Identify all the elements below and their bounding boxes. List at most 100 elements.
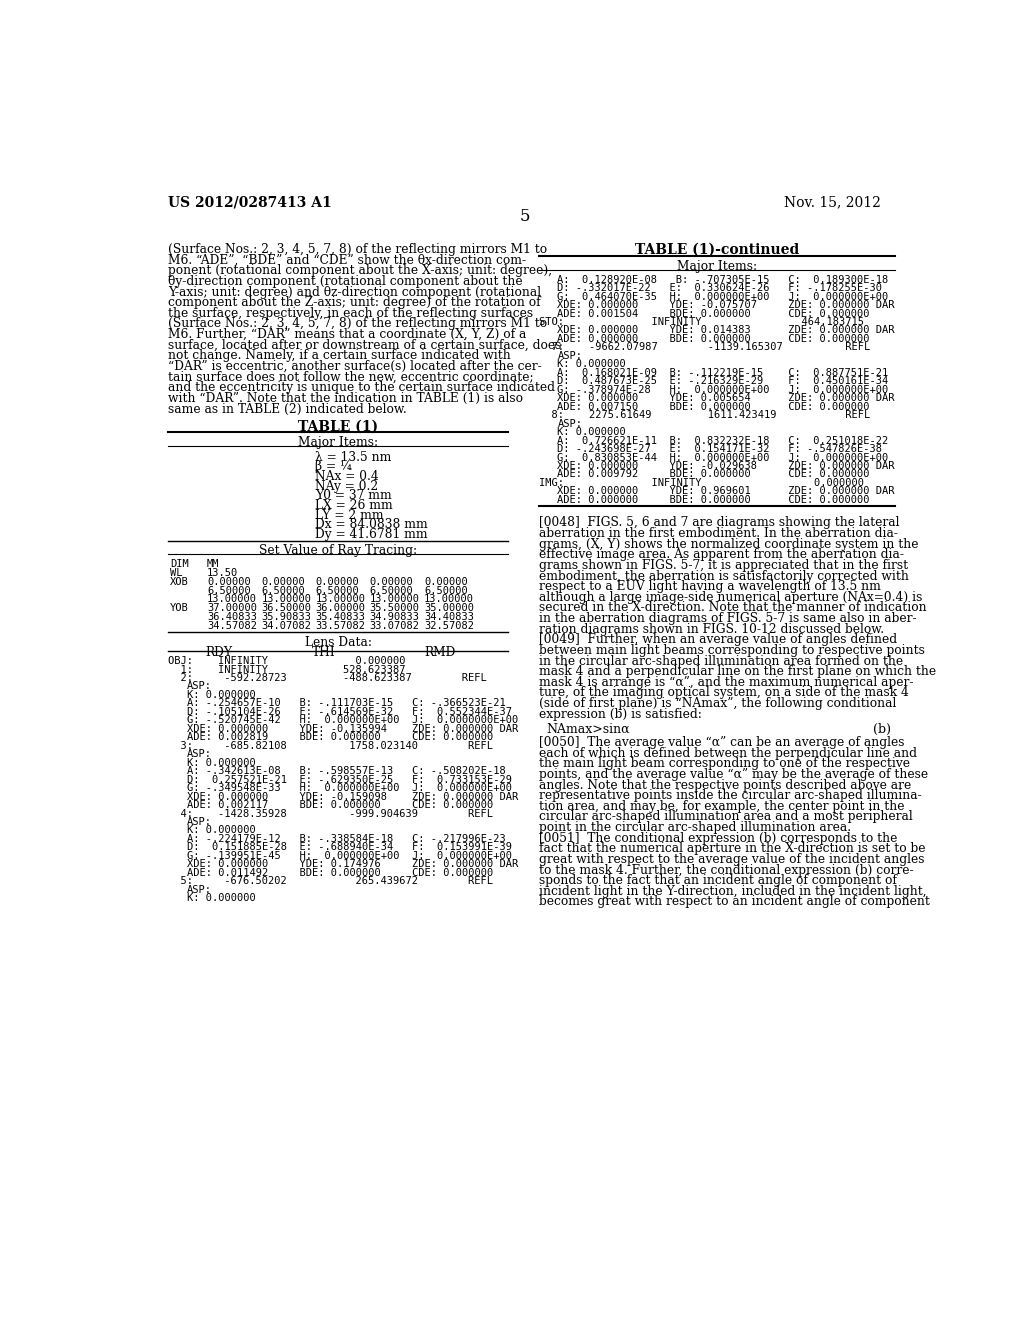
Text: 6.50000: 6.50000 <box>315 586 359 595</box>
Text: ADE: 0.002819     BDE: 0.000000     CDE: 0.000000: ADE: 0.002819 BDE: 0.000000 CDE: 0.00000… <box>187 733 494 742</box>
Text: [0050]  The average value “α” can be an average of angles: [0050] The average value “α” can be an a… <box>539 737 904 748</box>
Text: D:  0.487673E-25  E: -.216329E-29    F:  0.450161E-34: D: 0.487673E-25 E: -.216329E-29 F: 0.450… <box>557 376 889 387</box>
Text: 13.50: 13.50 <box>207 568 239 578</box>
Text: 34.07082: 34.07082 <box>261 620 311 631</box>
Text: NAy = 0.2: NAy = 0.2 <box>314 479 378 492</box>
Text: XDE: 0.000000     YDE: 0.969601      ZDE: 0.000000 DAR: XDE: 0.000000 YDE: 0.969601 ZDE: 0.00000… <box>557 487 895 496</box>
Text: ADE: 0.000000     BDE: 0.000000      CDE: 0.000000: ADE: 0.000000 BDE: 0.000000 CDE: 0.00000… <box>557 334 869 345</box>
Text: aberration in the first embodiment. In the aberration dia-: aberration in the first embodiment. In t… <box>539 527 898 540</box>
Text: D: -.332017E-22   E:  0.330624E-26   F: -.178255E-30: D: -.332017E-22 E: 0.330624E-26 F: -.178… <box>557 284 883 293</box>
Text: D:  0.151885E-28  E: -.688940E-34   F:  0.153991E-39: D: 0.151885E-28 E: -.688940E-34 F: 0.153… <box>187 842 512 853</box>
Text: A:  0.726621E-11  B:  0.832232E-18   C:  0.251018E-22: A: 0.726621E-11 B: 0.832232E-18 C: 0.251… <box>557 436 889 446</box>
Text: 35.40833: 35.40833 <box>315 612 366 622</box>
Text: Set Value of Ray Tracing:: Set Value of Ray Tracing: <box>259 544 417 557</box>
Text: LY = 2 mm: LY = 2 mm <box>314 508 383 521</box>
Text: 0.00000: 0.00000 <box>261 577 305 587</box>
Text: XDE: 0.000000     YDE: 0.005654      ZDE: 0.000000 DAR: XDE: 0.000000 YDE: 0.005654 ZDE: 0.00000… <box>557 393 895 403</box>
Text: fact that the numerical aperture in the X-direction is set to be: fact that the numerical aperture in the … <box>539 842 926 855</box>
Text: Y-axis; unit: degree) and θz-direction component (rotational: Y-axis; unit: degree) and θz-direction c… <box>168 285 542 298</box>
Text: Major Items:: Major Items: <box>677 260 757 273</box>
Text: G: -.520745E-42   H:  0.000000E+00  J:  0.0000000E+00: G: -.520745E-42 H: 0.000000E+00 J: 0.000… <box>187 715 518 726</box>
Text: G: -.349548E-33   H:  0.000000E+00  J:  0.000000E+00: G: -.349548E-33 H: 0.000000E+00 J: 0.000… <box>187 783 512 793</box>
Text: Lens Data:: Lens Data: <box>304 636 372 649</box>
Text: point in the circular arc-shaped illumination area.: point in the circular arc-shaped illumin… <box>539 821 851 834</box>
Text: STO:              INFINITY                464.183715: STO: INFINITY 464.183715 <box>539 317 864 327</box>
Text: RMD: RMD <box>424 645 456 659</box>
Text: ADE: 0.009792     BDE: 0.000000      CDE: 0.000000: ADE: 0.009792 BDE: 0.000000 CDE: 0.00000… <box>557 470 869 479</box>
Text: K: 0.000000: K: 0.000000 <box>187 690 256 700</box>
Text: 34.57082: 34.57082 <box>207 620 257 631</box>
Text: K: 0.000000: K: 0.000000 <box>187 825 256 836</box>
Text: sponds to the fact that an incident angle of component of: sponds to the fact that an incident angl… <box>539 874 897 887</box>
Text: 2:     -592.28723         -488.623387        REFL: 2: -592.28723 -488.623387 REFL <box>168 673 487 682</box>
Text: D: -.243698E-27   E:  0.154171E-32   F: -.547826E-38: D: -.243698E-27 E: 0.154171E-32 F: -.547… <box>557 444 883 454</box>
Text: tion area, and may be, for example, the center point in the: tion area, and may be, for example, the … <box>539 800 904 813</box>
Text: 0.00000: 0.00000 <box>424 577 468 587</box>
Text: 33.07082: 33.07082 <box>370 620 420 631</box>
Text: A:  0.128920E-08   B: -.707305E-15   C:  0.189300E-18: A: 0.128920E-08 B: -.707305E-15 C: 0.189… <box>557 275 889 285</box>
Text: λ = 13.5 nm: λ = 13.5 nm <box>314 451 391 463</box>
Text: YOB: YOB <box>170 603 188 614</box>
Text: ASP:: ASP: <box>187 817 212 828</box>
Text: “DAR” is eccentric, another surface(s) located after the cer-: “DAR” is eccentric, another surface(s) l… <box>168 360 542 374</box>
Text: ADE: 0.007150     BDE: 0.000000      CDE: 0.000000: ADE: 0.007150 BDE: 0.000000 CDE: 0.00000… <box>557 401 869 412</box>
Text: ADE: 0.011492     BDE: 0.000000     CDE: 0.000000: ADE: 0.011492 BDE: 0.000000 CDE: 0.00000… <box>187 867 494 878</box>
Text: Y0 = 37 mm: Y0 = 37 mm <box>314 490 391 503</box>
Text: XDE: 0.000000     YDE: -0.135994    ZDE: 0.000000 DAR: XDE: 0.000000 YDE: -0.135994 ZDE: 0.0000… <box>187 723 518 734</box>
Text: K: 0.000000: K: 0.000000 <box>557 359 626 370</box>
Text: 5: 5 <box>519 209 530 226</box>
Text: (Surface Nos.: 2, 3, 4, 5, 7, 8) of the reflecting mirrors M1 to: (Surface Nos.: 2, 3, 4, 5, 7, 8) of the … <box>168 243 548 256</box>
Text: between main light beams corresponding to respective points: between main light beams corresponding t… <box>539 644 925 657</box>
Text: circular arc-shaped illumination area and a most peripheral: circular arc-shaped illumination area an… <box>539 810 912 824</box>
Text: same as in TABLE (2) indicated below.: same as in TABLE (2) indicated below. <box>168 403 408 416</box>
Text: IMG:              INFINITY                  0.000000: IMG: INFINITY 0.000000 <box>539 478 864 488</box>
Text: 6.50000: 6.50000 <box>424 586 468 595</box>
Text: 32.57082: 32.57082 <box>424 620 474 631</box>
Text: 0.00000: 0.00000 <box>370 577 414 587</box>
Text: ration diagrams shown in FIGS. 10-12 discussed below.: ration diagrams shown in FIGS. 10-12 dis… <box>539 623 884 636</box>
Text: 33.57082: 33.57082 <box>315 620 366 631</box>
Text: A:  0.168021E-09  B: -.112219E-15    C:  0.887751E-21: A: 0.168021E-09 B: -.112219E-15 C: 0.887… <box>557 368 889 378</box>
Text: ASP:: ASP: <box>187 750 212 759</box>
Text: incident light in the Y-direction, included in the incident light,: incident light in the Y-direction, inclu… <box>539 884 927 898</box>
Text: D:  0.257521E-21  E: -.629350E-25   F:  0.733153E-29: D: 0.257521E-21 E: -.629350E-25 F: 0.733… <box>187 775 512 784</box>
Text: 13.00000: 13.00000 <box>261 594 311 605</box>
Text: Dx = 84.0838 mm: Dx = 84.0838 mm <box>314 519 428 531</box>
Text: 36.40833: 36.40833 <box>207 612 257 622</box>
Text: (Surface Nos.: 2, 3, 4, 5, 7, 8) of the reflecting mirrors M1 to: (Surface Nos.: 2, 3, 4, 5, 7, 8) of the … <box>168 318 548 330</box>
Text: A: -.224179E-12   B: -.338584E-18   C: -.217996E-23: A: -.224179E-12 B: -.338584E-18 C: -.217… <box>187 834 506 843</box>
Text: expression (b) is satisfied:: expression (b) is satisfied: <box>539 708 701 721</box>
Text: representative points inside the circular arc-shaped illumina-: representative points inside the circula… <box>539 789 922 803</box>
Text: 8:    2275.61649         1611.423419           REFL: 8: 2275.61649 1611.423419 REFL <box>539 411 870 420</box>
Text: effective image area. As apparent from the aberration dia-: effective image area. As apparent from t… <box>539 548 904 561</box>
Text: θy-direction component (rotational component about the: θy-direction component (rotational compo… <box>168 275 523 288</box>
Text: ASP:: ASP: <box>557 418 583 429</box>
Text: ASP:: ASP: <box>187 884 212 895</box>
Text: (b): (b) <box>873 723 891 737</box>
Text: A: -.342613E-08   B: -.598557E-13   C: -.508202E-18: A: -.342613E-08 B: -.598557E-13 C: -.508… <box>187 766 506 776</box>
Text: the main light beam corresponding to one of the respective: the main light beam corresponding to one… <box>539 758 909 771</box>
Text: the surface, respectively, in each of the reflecting surfaces: the surface, respectively, in each of th… <box>168 306 534 319</box>
Text: respect to a EUV light having a wavelength of 13.5 nm: respect to a EUV light having a waveleng… <box>539 581 881 593</box>
Text: ADE: 0.002117     BDE: 0.000000     CDE: 0.000000: ADE: 0.002117 BDE: 0.000000 CDE: 0.00000… <box>187 800 494 810</box>
Text: ADE: 0.000000     BDE: 0.000000      CDE: 0.000000: ADE: 0.000000 BDE: 0.000000 CDE: 0.00000… <box>557 495 869 504</box>
Text: ADE: 0.001504     BDE: 0.000000      CDE: 0.000000: ADE: 0.001504 BDE: 0.000000 CDE: 0.00000… <box>557 309 869 318</box>
Text: 6.50000: 6.50000 <box>370 586 414 595</box>
Text: US 2012/0287413 A1: US 2012/0287413 A1 <box>168 195 332 210</box>
Text: XDE: 0.000000     YDE: 0.014383      ZDE: 0.000000 DAR: XDE: 0.000000 YDE: 0.014383 ZDE: 0.00000… <box>557 326 895 335</box>
Text: 13.00000: 13.00000 <box>207 594 257 605</box>
Text: OBJ:    INFINITY              0.000000: OBJ: INFINITY 0.000000 <box>168 656 406 667</box>
Text: mask 4 is arrange is “α”, and the maximum numerical aper-: mask 4 is arrange is “α”, and the maximu… <box>539 676 913 689</box>
Text: XDE: 0.000000     YDE: -0.159098    ZDE: 0.000000 DAR: XDE: 0.000000 YDE: -0.159098 ZDE: 0.0000… <box>187 792 518 801</box>
Text: grams shown in FIGS. 5-7, it is appreciated that in the first: grams shown in FIGS. 5-7, it is apprecia… <box>539 558 908 572</box>
Text: with “DAR”. Note that the indication in TABLE (1) is also: with “DAR”. Note that the indication in … <box>168 392 523 405</box>
Text: mask 4 and a perpendicular line on the first plane on which the: mask 4 and a perpendicular line on the f… <box>539 665 936 678</box>
Text: 36.50000: 36.50000 <box>261 603 311 614</box>
Text: NAmax>sinα: NAmax>sinα <box>547 723 630 737</box>
Text: TABLE (1): TABLE (1) <box>298 420 378 433</box>
Text: Major Items:: Major Items: <box>298 436 378 449</box>
Text: 7:    -9662.07987        -1139.165307          REFL: 7: -9662.07987 -1139.165307 REFL <box>539 342 870 352</box>
Text: LX = 26 mm: LX = 26 mm <box>314 499 392 512</box>
Text: great with respect to the average value of the incident angles: great with respect to the average value … <box>539 853 925 866</box>
Text: 35.00000: 35.00000 <box>424 603 474 614</box>
